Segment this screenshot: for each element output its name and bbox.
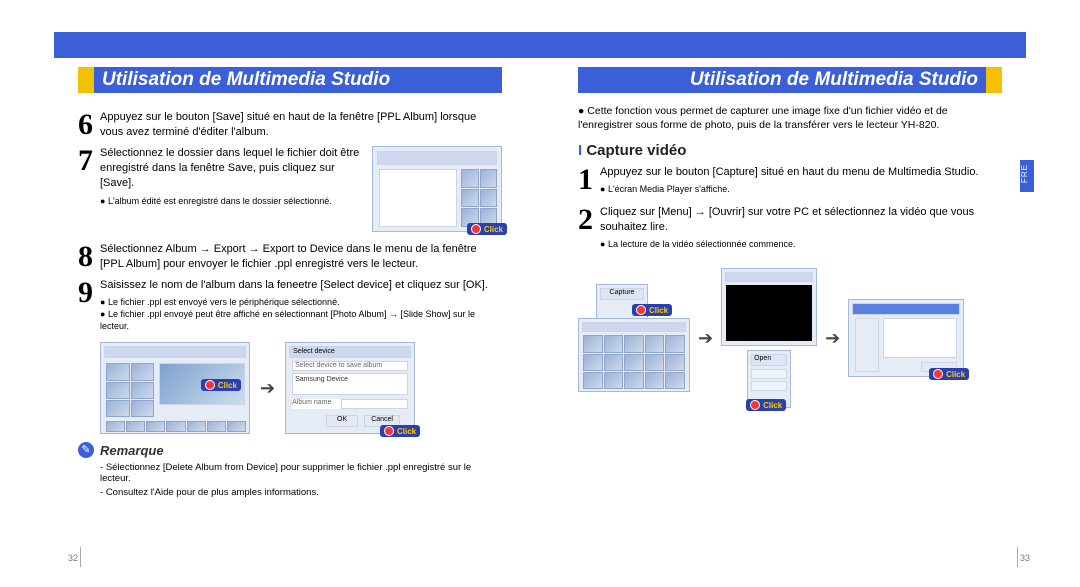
player-screenshot: Open Click <box>721 268 817 408</box>
arrow-icon: ➔ <box>825 328 840 349</box>
step-text: Appuyez sur le bouton [Capture] situé en… <box>600 165 1002 180</box>
subheading-text: Capture vidéo <box>586 142 686 159</box>
cursor-icon <box>933 369 943 379</box>
capture-screenshot: Capture Click <box>578 284 690 392</box>
step-1: 1 Appuyez sur le bouton [Capture] situé … <box>578 165 1002 195</box>
yellow-accent-icon <box>986 67 1002 93</box>
select-device-dialog: Select device Select device to save albu… <box>285 342 415 434</box>
right-title: Utilisation de Multimedia Studio <box>682 69 986 91</box>
step-number: 2 <box>578 205 600 250</box>
click-label: Click <box>484 225 503 234</box>
step-number: 8 <box>78 242 100 272</box>
remarque-label: Remarque <box>100 443 164 458</box>
click-badge: Click <box>201 379 241 391</box>
click-label: Click <box>397 427 416 436</box>
page-spread: Utilisation de Multimedia Studio Utilisa… <box>0 0 1080 587</box>
thumbnail-strip <box>106 421 246 432</box>
remarque-item: Sélectionnez [Delete Album from Device] … <box>100 462 502 484</box>
note-icon: ✎ <box>78 442 94 458</box>
thumbnail-grid <box>583 335 685 389</box>
arrow-icon: ➔ <box>260 378 275 399</box>
click-badge: Click <box>929 368 969 380</box>
page-number-left: 32 <box>68 553 78 563</box>
step-text: Sélectionnez le dossier dans lequel le f… <box>100 146 362 191</box>
step-bullet: La lecture de la vidéo sélectionnée comm… <box>600 238 1002 250</box>
step-number: 9 <box>78 278 100 332</box>
step-6: 6 Appuyez sur le bouton [Save] situé en … <box>78 110 502 140</box>
step-bullet: Le fichier .ppl est envoyé vers le périp… <box>100 296 502 308</box>
click-badge: Click <box>746 399 786 411</box>
page-divider-icon <box>1017 547 1018 567</box>
cursor-icon <box>750 400 760 410</box>
click-badge: Click <box>632 304 672 316</box>
step-text: Cliquez sur [Menu] → [Ouvrir] sur votre … <box>600 205 1002 235</box>
click-badge: Click <box>380 425 420 437</box>
step-bullet: L'album édité est enregistré dans le dos… <box>100 195 362 207</box>
cursor-icon <box>384 426 394 436</box>
arrow-icon: ➔ <box>698 328 713 349</box>
step-bullet: L'écran Media Player s'affiche. <box>600 183 1002 195</box>
yellow-accent-icon <box>78 67 94 93</box>
step-9: 9 Saisissez le nom de l'album dans la fe… <box>78 278 502 332</box>
right-title-bar: Utilisation de Multimedia Studio <box>578 67 1002 93</box>
click-label: Click <box>946 370 965 379</box>
album-name-label: Album name <box>292 399 342 409</box>
click-label: Click <box>649 306 668 315</box>
step-bullet: Le fichier .ppl envoyé peut être affiché… <box>100 308 502 332</box>
device-list: Samsung Device <box>292 373 408 395</box>
page-number-right: 33 <box>1020 553 1030 563</box>
thumbnail-grid <box>106 363 154 417</box>
capture-button[interactable]: Capture <box>600 288 644 300</box>
step-8: 8 Sélectionnez Album → Export → Export t… <box>78 242 502 272</box>
subheading: I Capture vidéo <box>578 142 1002 159</box>
step-text: Sélectionnez Album → Export → Export to … <box>100 242 502 272</box>
remarque-item: Consultez l'Aide pour de plus amples inf… <box>100 487 502 498</box>
intro-bullet: Cette fonction vous permet de capturer u… <box>578 104 1002 132</box>
ok-button[interactable]: OK <box>326 415 358 427</box>
file-open-dialog: Click <box>848 299 964 377</box>
remarque-heading: ✎ Remarque <box>78 442 502 458</box>
step-7: 7 Sélectionnez le dossier dans lequel le… <box>78 146 362 207</box>
save-dialog-screenshot: Click <box>372 146 502 232</box>
dialog-title: Select device <box>289 346 411 358</box>
ppl-album-screenshot: Click <box>100 342 250 434</box>
left-title: Utilisation de Multimedia Studio <box>94 69 398 91</box>
left-column: 6 Appuyez sur le bouton [Save] situé en … <box>78 104 502 498</box>
top-blue-band <box>54 32 1026 58</box>
step-2: 2 Cliquez sur [Menu] → [Ouvrir] sur votr… <box>578 205 1002 250</box>
left-title-bar: Utilisation de Multimedia Studio <box>78 67 502 93</box>
dialog-hint: Select device to save album <box>292 361 408 371</box>
open-menu-item[interactable]: Open <box>751 354 787 366</box>
cursor-icon <box>636 305 646 315</box>
right-column: Cette fonction vous permet de capturer u… <box>578 104 1002 408</box>
thumbnail-grid <box>461 169 497 227</box>
click-label: Click <box>218 381 237 390</box>
step-number: 6 <box>78 110 100 140</box>
step-text: Saisissez le nom de l'album dans la fene… <box>100 278 502 293</box>
step-number: 1 <box>578 165 600 195</box>
cursor-icon <box>471 224 481 234</box>
step-number: 7 <box>78 146 100 207</box>
language-tab: FRE <box>1020 160 1034 192</box>
cursor-icon <box>205 380 215 390</box>
video-area <box>726 285 812 341</box>
step-text: Appuyez sur le bouton [Save] situé en ha… <box>100 110 502 140</box>
click-label: Click <box>763 401 782 410</box>
page-divider-icon <box>80 547 81 567</box>
click-badge: Click <box>467 223 507 235</box>
